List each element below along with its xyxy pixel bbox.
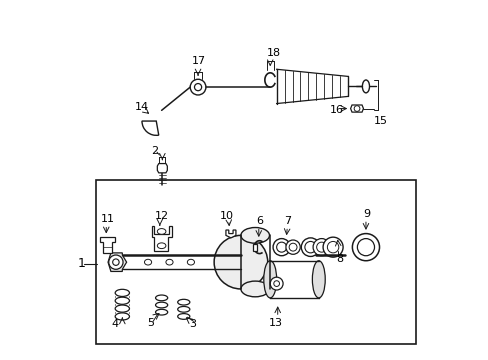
Text: 3: 3 [189,319,196,329]
Circle shape [214,235,267,289]
Ellipse shape [165,259,173,265]
Text: 14: 14 [135,102,149,112]
Circle shape [194,84,201,91]
Text: 2: 2 [151,147,158,157]
Ellipse shape [115,313,129,320]
Bar [270,261,318,298]
Ellipse shape [187,259,194,265]
Ellipse shape [241,281,269,297]
Circle shape [272,239,290,256]
Polygon shape [225,230,235,238]
Text: 4: 4 [111,319,119,329]
Bar [253,244,257,251]
Polygon shape [157,163,167,173]
Bar [241,235,269,289]
Text: 18: 18 [266,48,280,58]
Polygon shape [350,105,363,112]
Wedge shape [142,121,159,135]
Bar [96,180,415,344]
Circle shape [352,234,379,261]
Text: 10: 10 [220,211,234,221]
Circle shape [323,237,343,257]
Text: 11: 11 [101,214,115,224]
Text: 6: 6 [255,216,263,226]
Ellipse shape [155,309,167,315]
Ellipse shape [155,295,167,301]
Circle shape [108,255,123,269]
Polygon shape [108,253,126,271]
Circle shape [301,238,319,256]
Ellipse shape [115,289,129,296]
Ellipse shape [155,302,167,308]
Circle shape [357,239,374,256]
Circle shape [326,242,338,253]
Circle shape [312,239,329,256]
Circle shape [273,281,279,287]
Text: 15: 15 [373,116,387,126]
Ellipse shape [241,228,269,243]
Text: 12: 12 [154,211,168,221]
Text: 8: 8 [335,253,343,264]
Circle shape [276,242,286,252]
Circle shape [316,242,326,252]
Ellipse shape [157,229,165,234]
Text: 7: 7 [284,216,291,226]
Circle shape [304,242,316,253]
Text: 9: 9 [363,208,370,219]
Polygon shape [100,237,115,253]
Circle shape [285,240,300,254]
Ellipse shape [362,80,369,93]
Ellipse shape [115,305,129,312]
Ellipse shape [177,306,189,312]
Text: 17: 17 [191,57,205,66]
Circle shape [112,259,119,265]
Circle shape [190,79,205,95]
Ellipse shape [157,243,165,249]
Ellipse shape [177,299,189,305]
Text: 16: 16 [329,105,344,115]
Circle shape [353,106,359,111]
Text: 13: 13 [268,318,282,328]
Circle shape [270,277,283,290]
Ellipse shape [177,314,189,319]
Ellipse shape [263,261,276,298]
Text: 1: 1 [77,257,85,270]
Ellipse shape [115,297,129,304]
Polygon shape [151,226,171,251]
Ellipse shape [312,261,325,298]
Ellipse shape [144,259,151,265]
Circle shape [288,243,296,251]
Text: 5: 5 [147,318,154,328]
